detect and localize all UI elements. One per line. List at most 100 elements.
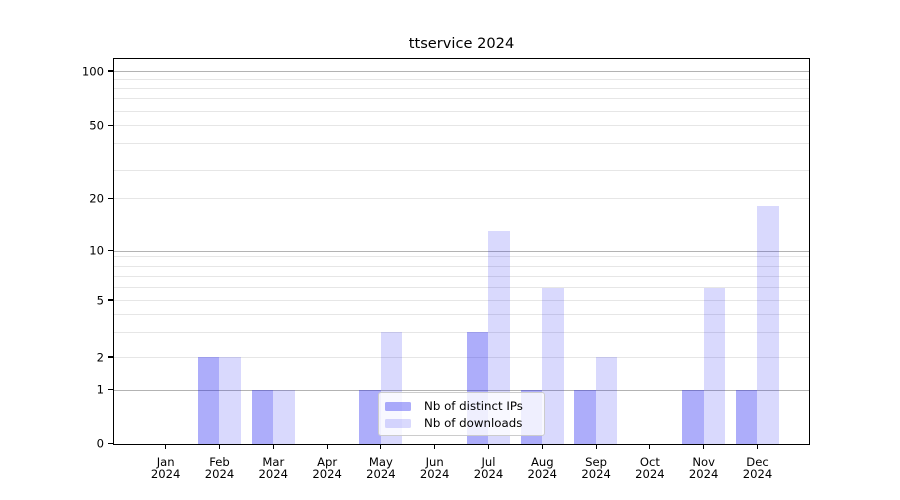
gridline-minor <box>114 275 809 277</box>
x-tick-label: May 2024 <box>353 456 409 481</box>
chart-title: ttservice 2024 <box>408 35 515 52</box>
x-tick-month: Nov <box>692 455 715 469</box>
gridline-major <box>114 389 809 391</box>
x-tick-label: Sep 2024 <box>568 456 624 481</box>
x-tick-label: Apr 2024 <box>299 456 355 481</box>
x-tick-mark <box>165 444 167 450</box>
gridline-minor <box>114 331 809 333</box>
x-tick-year: 2024 <box>635 467 665 482</box>
y-tick-label: 2 <box>96 350 104 364</box>
x-tick-year: 2024 <box>366 467 396 482</box>
x-tick-month: Jan <box>156 455 175 469</box>
y-tick-label: 0 <box>96 436 104 451</box>
x-tick-year: 2024 <box>312 467 342 482</box>
x-tick-month: Mar <box>262 455 285 469</box>
legend-row: Nb of downloads <box>385 415 544 433</box>
bar-distinct-ips <box>197 357 220 444</box>
x-tick-label: Mar 2024 <box>245 456 301 481</box>
x-tick-month: May <box>368 455 393 469</box>
y-tick-mark <box>107 389 113 391</box>
gridline-minor <box>114 287 809 289</box>
gridline-minor <box>114 299 809 301</box>
x-tick-label: Oct 2024 <box>622 456 678 481</box>
gridline-minor <box>114 198 809 199</box>
gridline-minor <box>114 256 809 258</box>
x-tick-year: 2024 <box>527 467 558 482</box>
x-tick-mark <box>380 444 382 450</box>
gridline-minor <box>114 356 809 358</box>
legend-swatch-downloads <box>385 419 411 429</box>
x-tick-year: 2024 <box>581 467 611 482</box>
y-tick-label: 10 <box>89 243 104 258</box>
x-tick-label: Jul 2024 <box>461 456 517 481</box>
x-tick-year: 2024 <box>419 467 450 482</box>
bar-downloads <box>219 357 241 444</box>
y-tick-mark <box>107 299 113 301</box>
x-tick-label: Aug 2024 <box>514 456 570 481</box>
legend-label: Nb of downloads <box>424 416 523 431</box>
bar-downloads <box>542 287 564 444</box>
x-tick-label: Feb 2024 <box>192 456 248 481</box>
x-tick-label: Nov 2024 <box>676 456 732 481</box>
x-tick-year: 2024 <box>150 467 181 482</box>
x-tick-month: Apr <box>317 455 338 469</box>
bar-distinct-ips <box>574 390 596 444</box>
plot-area <box>113 58 810 445</box>
x-tick-mark <box>756 444 759 450</box>
x-tick-year: 2024 <box>473 467 504 482</box>
x-tick-month: Jul <box>481 455 496 469</box>
bar-downloads <box>703 287 725 444</box>
x-tick-mark <box>487 444 490 450</box>
gridline-major <box>114 250 809 252</box>
y-tick-label: 100 <box>81 64 104 78</box>
y-tick-label: 20 <box>89 191 104 206</box>
gridline-minor <box>114 111 809 113</box>
x-tick-mark <box>649 444 651 450</box>
gridline-minor <box>114 98 809 100</box>
x-tick-year: 2024 <box>742 467 773 482</box>
x-tick-year: 2024 <box>688 467 719 482</box>
bar-distinct-ips <box>682 390 704 444</box>
legend-row: Nb of distinct IPs <box>385 398 544 416</box>
bar-distinct-ips <box>735 390 758 444</box>
gridline-minor <box>114 265 809 267</box>
y-tick-mark <box>107 124 113 126</box>
bars <box>114 59 809 444</box>
gridline-minor <box>114 313 809 315</box>
gridline-minor <box>114 124 809 126</box>
x-tick-label: Jan 2024 <box>138 456 194 481</box>
bar-distinct-ips <box>251 390 274 444</box>
x-tick-label: Dec 2024 <box>730 456 786 481</box>
gridline-minor <box>114 79 809 80</box>
y-tick-mark <box>107 356 113 358</box>
legend: Nb of distinct IPs Nb of downloads <box>378 392 545 436</box>
y-tick-mark <box>107 250 113 252</box>
gridline-minor <box>114 88 809 89</box>
x-tick-mark <box>218 444 221 450</box>
x-tick-mark <box>595 444 597 450</box>
y-tick-label: 5 <box>96 293 104 307</box>
bar-downloads <box>273 390 295 444</box>
x-tick-mark <box>434 444 436 450</box>
y-tick-mark <box>107 197 113 199</box>
x-tick-month: Oct <box>639 455 660 469</box>
x-tick-mark <box>272 444 274 450</box>
x-tick-label: Jun 2024 <box>407 456 463 481</box>
x-tick-month: Feb <box>209 455 230 469</box>
gridline-minor <box>114 169 809 171</box>
gridline-minor <box>114 143 809 145</box>
x-tick-month: Aug <box>530 455 554 469</box>
x-tick-year: 2024 <box>204 467 235 482</box>
bar-downloads <box>488 231 510 444</box>
y-tick-label: 50 <box>89 118 104 133</box>
x-tick-mark <box>326 444 328 450</box>
gridline-major <box>114 70 809 72</box>
x-tick-year: 2024 <box>258 467 289 482</box>
bar-distinct-ips <box>359 390 381 444</box>
y-tick-label: 1 <box>96 382 104 397</box>
x-tick-mark <box>541 444 543 450</box>
legend-label: Nb of distinct IPs <box>424 398 523 413</box>
x-tick-mark <box>703 444 705 450</box>
x-tick-month: Jun <box>425 455 444 469</box>
